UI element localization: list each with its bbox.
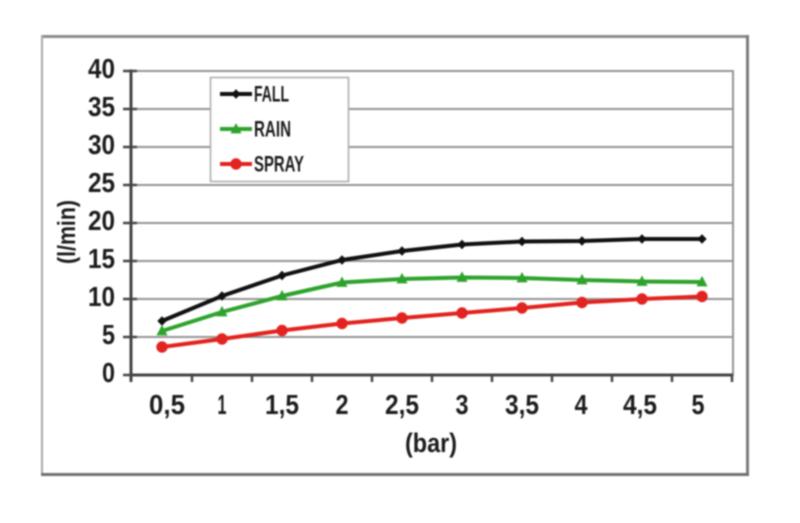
svg-text:5: 5 [102, 319, 115, 350]
svg-text:25: 25 [88, 167, 115, 198]
svg-text:2,5: 2,5 [385, 389, 419, 420]
svg-text:40: 40 [88, 53, 115, 84]
svg-text:4: 4 [575, 389, 588, 420]
svg-text:1,5: 1,5 [265, 389, 299, 420]
svg-text:10: 10 [88, 281, 115, 312]
svg-text:3,5: 3,5 [505, 389, 539, 420]
svg-text:20: 20 [88, 205, 115, 236]
svg-text:(l/min): (l/min) [53, 200, 81, 264]
svg-text:35: 35 [88, 91, 115, 122]
svg-text:4,5: 4,5 [623, 389, 657, 420]
svg-text:15: 15 [88, 243, 115, 274]
svg-text:0: 0 [102, 357, 115, 388]
svg-text:30: 30 [88, 129, 115, 160]
svg-text:FALL: FALL [254, 82, 289, 107]
svg-text:2: 2 [336, 389, 349, 420]
svg-text:1: 1 [218, 389, 227, 420]
svg-text:(bar): (bar) [405, 428, 457, 458]
svg-text:RAIN: RAIN [254, 117, 291, 142]
svg-text:3: 3 [456, 389, 469, 420]
svg-text:5: 5 [692, 389, 705, 420]
svg-text:0,5: 0,5 [149, 389, 185, 420]
svg-text:SPRAY: SPRAY [254, 152, 304, 177]
